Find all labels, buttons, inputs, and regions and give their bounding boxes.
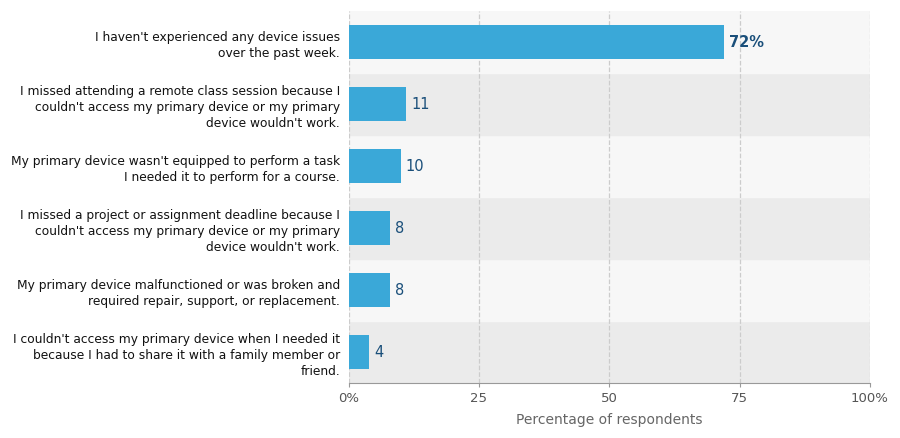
Bar [348, 11, 870, 73]
Bar [348, 273, 391, 307]
Bar [348, 25, 724, 59]
Bar [348, 259, 870, 321]
Bar [348, 135, 870, 197]
Bar [348, 321, 870, 383]
Text: 10: 10 [406, 159, 425, 173]
Text: 4: 4 [374, 345, 384, 360]
Text: 8: 8 [395, 221, 405, 236]
Text: 11: 11 [411, 97, 429, 112]
Text: 8: 8 [395, 283, 405, 298]
Bar [348, 73, 870, 135]
X-axis label: Percentage of respondents: Percentage of respondents [516, 413, 703, 427]
Text: 72%: 72% [729, 35, 764, 49]
Bar [348, 335, 369, 369]
Bar [348, 197, 870, 259]
Bar [348, 149, 400, 183]
Bar [348, 87, 406, 121]
Bar [348, 211, 391, 245]
